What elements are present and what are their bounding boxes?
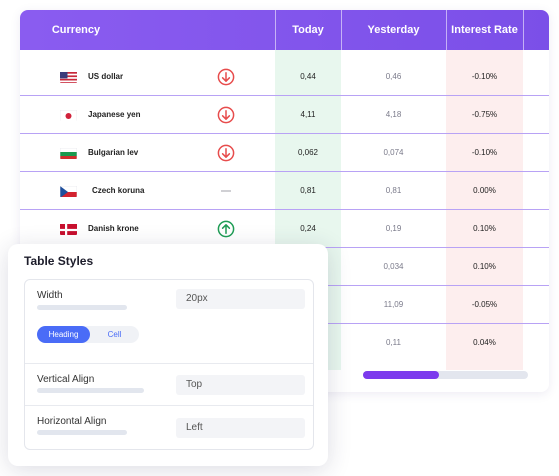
table-row[interactable]: Danish krone 0,24 0,19 0.10% xyxy=(20,210,549,248)
divider xyxy=(25,405,313,406)
denmark-flag-icon xyxy=(60,223,77,235)
vertical-align-hint xyxy=(37,388,144,393)
currency-name: Czech koruna xyxy=(92,186,145,195)
today-value: 0,81 xyxy=(300,186,316,195)
interest-rate-value: -0.75% xyxy=(471,110,498,119)
row-divider xyxy=(20,95,549,96)
table-row[interactable]: Japanese yen 4,11 4,18 -0.75% xyxy=(20,96,549,134)
today-value: 0,062 xyxy=(297,148,319,157)
table-header: Currency Today Yesterday Interest Rate xyxy=(20,10,549,50)
header-currency[interactable]: Currency xyxy=(51,24,101,36)
header-today[interactable]: Today xyxy=(292,24,324,36)
heading-segment[interactable]: Heading xyxy=(37,326,90,343)
table-row[interactable]: Bulgarian lev 0,062 0,074 -0.10% xyxy=(20,134,549,172)
czech-flag-icon xyxy=(60,185,77,197)
today-value: 4,11 xyxy=(300,110,316,119)
japan-flag-icon xyxy=(60,109,77,121)
heading-cell-toggle: Heading Cell xyxy=(37,326,139,343)
currency-name: Danish krone xyxy=(88,224,139,233)
yesterday-value: 0,034 xyxy=(383,262,404,271)
table-row[interactable]: 0,11 0.04% xyxy=(20,324,549,362)
header-divider xyxy=(341,10,342,50)
currency-name: US dollar xyxy=(88,72,124,81)
cell-segment[interactable]: Cell xyxy=(107,330,122,339)
row-divider xyxy=(20,209,549,210)
row-divider xyxy=(20,171,549,172)
panel-settings-box: Width 20px Heading Cell Vertical Align T… xyxy=(24,279,314,450)
interest-rate-column-highlight xyxy=(446,50,523,370)
arrow-down-icon xyxy=(217,144,235,162)
width-input[interactable]: 20px xyxy=(176,289,305,309)
header-divider xyxy=(446,10,447,50)
arrow-down-icon xyxy=(217,106,235,124)
interest-rate-value: -0.05% xyxy=(471,300,498,309)
panel-title: Table Styles xyxy=(24,254,94,268)
yesterday-value: 0,81 xyxy=(385,186,402,195)
table-row[interactable]: US dollar 0,44 0,46 -0.10% xyxy=(20,58,549,96)
header-interest-rate[interactable]: Interest Rate xyxy=(451,24,518,36)
scrollbar-thumb[interactable] xyxy=(363,371,439,379)
width-hint xyxy=(37,305,127,310)
header-divider xyxy=(275,10,276,50)
interest-rate-value: 0.00% xyxy=(473,186,496,195)
vertical-align-input[interactable]: Top xyxy=(176,375,305,395)
horizontal-align-label: Horizontal Align xyxy=(37,416,107,427)
bulgaria-flag-icon xyxy=(60,147,77,159)
dash-icon xyxy=(217,182,235,200)
currency-name: Japanese yen xyxy=(88,110,141,119)
yesterday-value: 0,19 xyxy=(385,224,402,233)
today-value: 0,24 xyxy=(300,224,316,233)
vertical-align-label: Vertical Align xyxy=(37,374,95,385)
interest-rate-value: -0.10% xyxy=(471,72,498,81)
yesterday-value: 11,09 xyxy=(383,300,404,309)
horizontal-align-hint xyxy=(37,430,127,435)
table-row[interactable]: Czech koruna 0,81 0,81 0.00% xyxy=(20,172,549,210)
interest-rate-value: 0.04% xyxy=(473,338,496,347)
currency-name: Bulgarian lev xyxy=(88,148,139,157)
table-styles-panel: Table Styles Width 20px Heading Cell Ver… xyxy=(8,244,328,466)
header-yesterday[interactable]: Yesterday xyxy=(367,24,420,36)
yesterday-value: 0,11 xyxy=(386,338,401,347)
yesterday-value: 0,074 xyxy=(383,148,404,157)
divider xyxy=(25,363,313,364)
yesterday-value: 0,46 xyxy=(385,72,402,81)
arrow-up-icon xyxy=(217,220,235,238)
us-flag-icon xyxy=(60,71,77,83)
interest-rate-value: 0.10% xyxy=(473,224,496,233)
header-divider xyxy=(523,10,524,50)
interest-rate-value: 0.10% xyxy=(473,262,496,271)
arrow-down-icon xyxy=(217,68,235,86)
horizontal-scrollbar[interactable] xyxy=(363,371,528,379)
horizontal-align-input[interactable]: Left xyxy=(176,418,305,438)
row-divider xyxy=(20,133,549,134)
width-label: Width xyxy=(37,290,63,301)
yesterday-value: 4,18 xyxy=(385,110,402,119)
today-value: 0,44 xyxy=(300,72,316,81)
interest-rate-value: -0.10% xyxy=(471,148,498,157)
